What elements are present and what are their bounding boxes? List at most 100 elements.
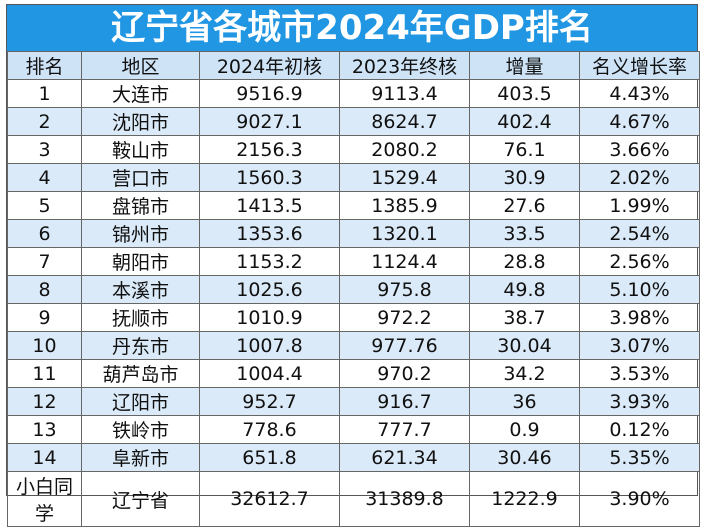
table-cell: 31389.8 [339,471,470,527]
table: 排名 地区 2024年初核 2023年终核 增量 名义增长率 1 大连市 9516.9 9113.… [7,51,700,527]
table-cell: 30.9 [469,163,580,192]
table-row: 11 葫芦岛市 1004.4 970.2 34.2 3.53% [7,359,700,388]
table-cell: 2.56% [579,247,700,276]
table-row: 12 辽阳市 952.7 916.7 36 3.93% [7,387,700,416]
table-page: 辽宁省各城市2024年GDP排名 排名 地区 2024年初核 2023年终核 增量 名义增… [6,4,700,527]
table-cell: 49.8 [469,275,580,304]
table-cell: 1153.2 [199,247,340,276]
table-cell: 9516.9 [199,79,340,108]
table-cell: 4 [7,163,82,192]
table-row: 6 锦州市 1353.6 1320.1 33.5 2.54% [7,219,700,248]
table-cell: 2024年初核 [199,51,340,80]
table-cell: 402.4 [469,107,580,136]
table-cell: 葫芦岛市 [81,359,200,388]
table-cell: 1413.5 [199,191,340,220]
table-cell: 1025.6 [199,275,340,304]
table-cell: 9027.1 [199,107,340,136]
title: 辽宁省各城市2024年GDP排名 [7,5,697,51]
table-cell: 975.8 [339,275,470,304]
table-row: 5 盘锦市 1413.5 1385.9 27.6 1.99% [7,191,700,220]
table-cell: 38.7 [469,303,580,332]
table-cell: 3.90% [579,471,700,527]
table-cell: 403.5 [469,79,580,108]
table-cell: 1222.9 [469,471,580,527]
table-cell: 3.53% [579,359,700,388]
table-cell: 970.2 [339,359,470,388]
table-cell: 6 [7,219,82,248]
table-cell: 1 [7,79,82,108]
table-row: 4 营口市 1560.3 1529.4 30.9 2.02% [7,163,700,192]
table-cell: 3.66% [579,135,700,164]
table-cell: 12 [7,387,82,416]
table-cell: 铁岭市 [81,415,200,444]
table-row: 8 本溪市 1025.6 975.8 49.8 5.10% [7,275,700,304]
table-cell: 11 [7,359,82,388]
table-cell: 651.8 [199,443,340,472]
table-cell: 27.6 [469,191,580,220]
table-cell: 9113.4 [339,79,470,108]
table-cell: 2080.2 [339,135,470,164]
table-cell: 2023年终核 [339,51,470,80]
table-cell: 3.98% [579,303,700,332]
table-cell: 1560.3 [199,163,340,192]
table-cell: 锦州市 [81,219,200,248]
table-row: 小白同学 辽宁省 32612.7 31389.8 1222.9 3.90% [7,471,700,527]
table-cell: 丹东市 [81,331,200,360]
table-cell: 8 [7,275,82,304]
table-cell: 名义增长率 [579,51,700,80]
table-cell: 盘锦市 [81,191,200,220]
table-cell: 辽宁省 [81,471,200,527]
table-cell: 1004.4 [199,359,340,388]
table-cell: 地区 [81,51,200,80]
table-cell: 2.02% [579,163,700,192]
table-cell: 2156.3 [199,135,340,164]
table-cell: 排名 [7,51,82,80]
table-cell: 沈阳市 [81,107,200,136]
table-cell: 1124.4 [339,247,470,276]
table-cell: 阜新市 [81,443,200,472]
table-cell: 1529.4 [339,163,470,192]
table-cell: 2.54% [579,219,700,248]
table-cell: 朝阳市 [81,247,200,276]
table-cell: 977.76 [339,331,470,360]
table-cell: 30.46 [469,443,580,472]
table-row: 3 鞍山市 2156.3 2080.2 76.1 3.66% [7,135,700,164]
table-cell: 1007.8 [199,331,340,360]
table-cell: 鞍山市 [81,135,200,164]
table-cell: 14 [7,443,82,472]
table-row: 14 阜新市 651.8 621.34 30.46 5.35% [7,443,700,472]
table-cell: 0.9 [469,415,580,444]
table-cell: 916.7 [339,387,470,416]
table-cell: 本溪市 [81,275,200,304]
table-cell: 1320.1 [339,219,470,248]
table-cell: 0.12% [579,415,700,444]
table-cell: 3.93% [579,387,700,416]
table-cell: 777.7 [339,415,470,444]
table-cell: 3.07% [579,331,700,360]
table-cell: 8624.7 [339,107,470,136]
table-cell: 3 [7,135,82,164]
table-cell: 5.10% [579,275,700,304]
table-cell: 小白同学 [7,471,82,527]
table-cell: 1.99% [579,191,700,220]
table-cell: 大连市 [81,79,200,108]
table-row: 13 铁岭市 778.6 777.7 0.9 0.12% [7,415,700,444]
table-cell: 抚顺市 [81,303,200,332]
table-cell: 621.34 [339,443,470,472]
table-row: 9 抚顺市 1010.9 972.2 38.7 3.98% [7,303,700,332]
table-cell: 4.43% [579,79,700,108]
table-cell: 30.04 [469,331,580,360]
table-cell: 33.5 [469,219,580,248]
table-cell: 1353.6 [199,219,340,248]
table-cell: 34.2 [469,359,580,388]
table-cell: 1385.9 [339,191,470,220]
table-cell: 10 [7,331,82,360]
table-cell: 778.6 [199,415,340,444]
table-cell: 增量 [469,51,580,80]
table-cell: 营口市 [81,163,200,192]
table-cell: 7 [7,247,82,276]
table-cell: 28.8 [469,247,580,276]
table-cell: 2 [7,107,82,136]
table-row: 10 丹东市 1007.8 977.76 30.04 3.07% [7,331,700,360]
table-cell: 972.2 [339,303,470,332]
